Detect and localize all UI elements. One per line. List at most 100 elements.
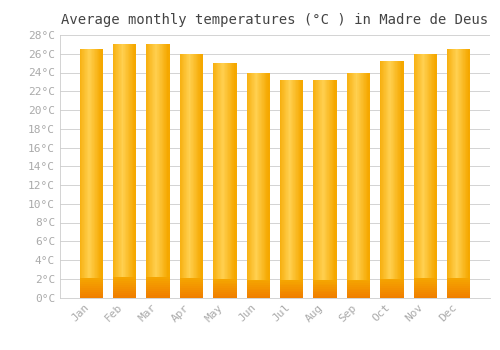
Bar bbox=[194, 54, 195, 298]
Bar bbox=[80, 280, 103, 282]
Bar bbox=[418, 54, 419, 298]
Bar bbox=[415, 54, 416, 298]
Bar bbox=[122, 44, 123, 298]
Bar bbox=[314, 292, 337, 294]
Bar bbox=[246, 72, 270, 298]
Bar bbox=[414, 282, 437, 284]
Bar bbox=[380, 292, 404, 294]
Bar bbox=[213, 281, 236, 282]
Bar bbox=[85, 49, 86, 298]
Bar bbox=[314, 284, 337, 285]
Bar bbox=[398, 61, 399, 298]
Bar bbox=[255, 72, 256, 298]
Bar bbox=[327, 80, 328, 298]
Bar bbox=[447, 49, 448, 298]
Bar bbox=[91, 49, 92, 298]
Bar bbox=[414, 54, 415, 298]
Bar bbox=[380, 288, 404, 290]
Bar bbox=[97, 49, 98, 298]
Bar bbox=[447, 278, 470, 280]
Bar bbox=[396, 61, 397, 298]
Bar bbox=[100, 49, 101, 298]
Bar bbox=[193, 54, 194, 298]
Bar bbox=[258, 72, 259, 298]
Bar bbox=[98, 49, 99, 298]
Bar bbox=[380, 286, 404, 288]
Bar bbox=[213, 282, 236, 284]
Bar bbox=[184, 54, 185, 298]
Bar bbox=[462, 49, 463, 298]
Bar bbox=[400, 61, 402, 298]
Bar bbox=[113, 285, 136, 287]
Bar bbox=[146, 292, 170, 293]
Bar bbox=[347, 281, 370, 283]
Bar bbox=[124, 44, 125, 298]
Bar bbox=[381, 61, 382, 298]
Bar bbox=[185, 54, 186, 298]
Bar bbox=[426, 54, 427, 298]
Bar bbox=[419, 54, 420, 298]
Bar bbox=[266, 72, 267, 298]
Bar bbox=[146, 293, 170, 295]
Bar bbox=[146, 287, 170, 289]
Bar bbox=[248, 72, 249, 298]
Bar bbox=[220, 63, 221, 298]
Bar bbox=[180, 278, 203, 280]
Bar bbox=[132, 44, 133, 298]
Bar bbox=[235, 63, 236, 298]
Bar bbox=[348, 72, 349, 298]
Bar bbox=[280, 296, 303, 298]
Bar bbox=[121, 44, 122, 298]
Bar bbox=[157, 44, 158, 298]
Bar bbox=[356, 72, 357, 298]
Bar bbox=[125, 44, 126, 298]
Bar bbox=[451, 49, 452, 298]
Bar bbox=[253, 72, 254, 298]
Bar bbox=[246, 288, 270, 290]
Bar bbox=[116, 44, 117, 298]
Bar bbox=[430, 54, 431, 298]
Bar bbox=[113, 44, 136, 298]
Bar bbox=[296, 80, 297, 298]
Bar bbox=[186, 54, 187, 298]
Bar bbox=[284, 80, 286, 298]
Bar bbox=[147, 44, 148, 298]
Bar bbox=[213, 284, 236, 286]
Bar bbox=[168, 44, 169, 298]
Bar bbox=[249, 72, 250, 298]
Bar bbox=[459, 49, 460, 298]
Bar bbox=[368, 72, 369, 298]
Bar bbox=[351, 72, 352, 298]
Bar bbox=[118, 44, 119, 298]
Bar bbox=[347, 72, 370, 298]
Bar bbox=[146, 279, 170, 281]
Bar bbox=[436, 54, 437, 298]
Bar bbox=[221, 63, 222, 298]
Bar bbox=[135, 44, 136, 298]
Bar bbox=[165, 44, 166, 298]
Bar bbox=[364, 72, 365, 298]
Bar bbox=[414, 292, 437, 294]
Bar bbox=[380, 294, 404, 296]
Bar bbox=[181, 54, 182, 298]
Bar bbox=[180, 292, 203, 294]
Bar bbox=[466, 49, 467, 298]
Bar bbox=[359, 72, 360, 298]
Bar bbox=[161, 44, 162, 298]
Bar bbox=[159, 44, 160, 298]
Bar bbox=[280, 284, 303, 285]
Bar bbox=[280, 80, 303, 298]
Bar bbox=[148, 44, 150, 298]
Bar bbox=[394, 61, 395, 298]
Bar bbox=[414, 288, 437, 290]
Bar bbox=[151, 44, 152, 298]
Bar bbox=[218, 63, 219, 298]
Bar bbox=[180, 295, 203, 298]
Bar bbox=[468, 49, 469, 298]
Bar bbox=[463, 49, 464, 298]
Bar bbox=[257, 72, 258, 298]
Bar bbox=[383, 61, 384, 298]
Bar bbox=[292, 80, 293, 298]
Bar bbox=[280, 292, 303, 294]
Bar bbox=[349, 72, 350, 298]
